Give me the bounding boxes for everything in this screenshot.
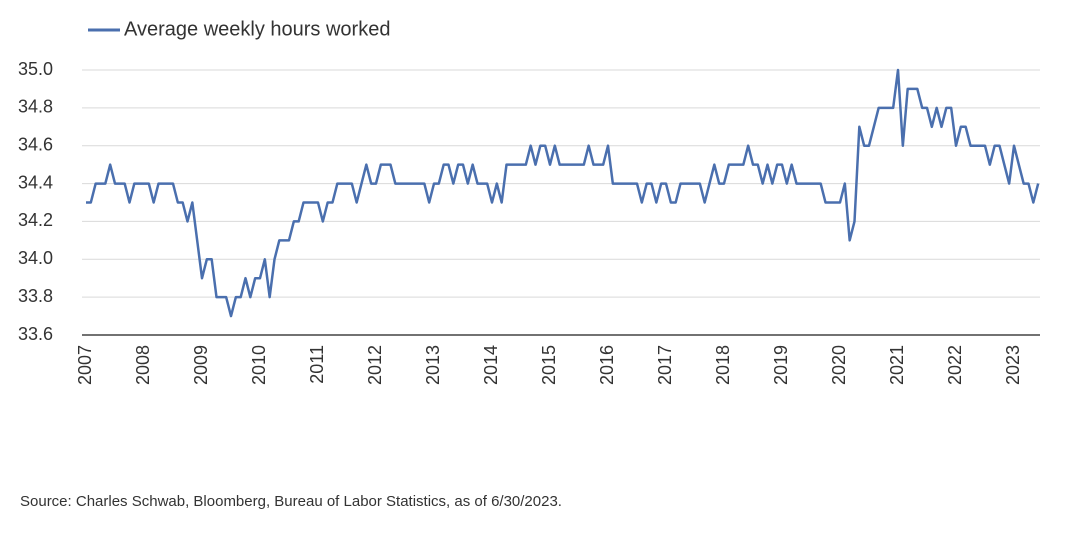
legend-label: Average weekly hours worked	[124, 18, 390, 40]
data-line	[86, 68, 1040, 318]
x-tick-label: 2019	[771, 345, 791, 385]
y-tick-label: 35.0	[18, 59, 53, 79]
x-tick-label: 2023	[1003, 345, 1023, 385]
y-tick-label: 34.6	[18, 134, 53, 154]
y-tick-label: 34.4	[18, 172, 53, 192]
y-tick-label: 33.8	[18, 286, 53, 306]
x-tick-label: 2007	[75, 345, 95, 385]
x-tick-label: 2014	[481, 345, 501, 385]
x-tick-label: 2012	[365, 345, 385, 385]
x-tick-label: 2020	[829, 345, 849, 385]
y-tick-label: 33.6	[18, 324, 53, 344]
x-tick-label: 2017	[655, 345, 675, 385]
x-tick-label: 2013	[423, 345, 443, 385]
y-tick-label: 34.8	[18, 97, 53, 117]
y-tick-label: 34.2	[18, 210, 53, 230]
x-tick-label: 2015	[539, 345, 559, 385]
x-tick-label: 2010	[249, 345, 269, 385]
x-tick-label: 2022	[945, 345, 965, 385]
x-tick-label: 2018	[713, 345, 733, 385]
x-tick-label: 2016	[597, 345, 617, 385]
x-tick-label: 2011	[307, 345, 327, 384]
x-tick-label: 2021	[887, 345, 907, 385]
x-tick-label: 2008	[133, 345, 153, 385]
x-tick-label: 2009	[191, 345, 211, 385]
y-tick-label: 34.0	[18, 248, 53, 268]
source-note: Source: Charles Schwab, Bloomberg, Burea…	[20, 493, 562, 510]
